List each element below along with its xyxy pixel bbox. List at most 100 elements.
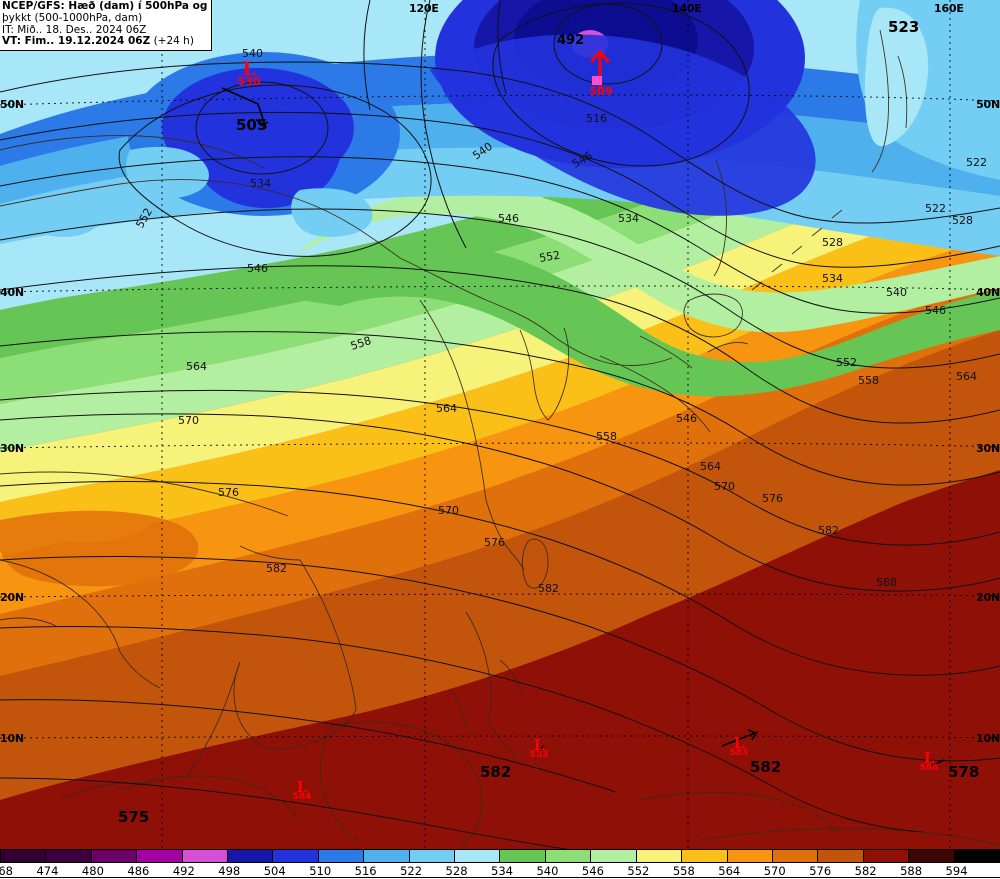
lat-label-30n-left: 30N (0, 442, 24, 455)
map-svg: 540 534 546 552 546 540 546 516 534 528 … (0, 0, 1000, 849)
colorbar-swatch-20 (909, 850, 955, 862)
fill-band-564 (0, 236, 1000, 614)
colorbar-tick-588: 588 (900, 864, 923, 878)
colorbar-swatch-14 (636, 850, 683, 862)
map-annotation-header: NCEP/GFS: Hæð (dam) í 500hPa og þykkt (5… (0, 0, 213, 52)
low-marker-kamchatka[interactable]: 509 (586, 86, 616, 97)
low-symbol: L (296, 778, 308, 796)
colorbar-tick-480: 480 (81, 864, 104, 878)
fill-patch-nw-2 (26, 194, 101, 237)
low-value: 509 (589, 85, 613, 98)
contour-label-564b: 564 (436, 402, 457, 415)
coastlines (0, 29, 1000, 847)
contour-label-582c: 582 (538, 582, 559, 595)
height-label-575: 575 (118, 808, 150, 826)
colorbar-tick-594: 594 (945, 864, 968, 878)
contour-label-558b: 558 (596, 430, 617, 443)
low-marker-philippines[interactable]: L 583 (528, 736, 550, 760)
lat-label-10n-left: 10N (0, 732, 24, 745)
colorbar-tick-504: 504 (263, 864, 286, 878)
colorbar-tick-540: 540 (536, 864, 559, 878)
colorbar-swatches[interactable] (0, 849, 1000, 863)
contour-label-546e: 546 (676, 412, 697, 425)
colorbar-tick-576: 576 (809, 864, 832, 878)
low-track-arrow-ph (535, 745, 545, 756)
contour-label-546d: 546 (925, 304, 946, 317)
lat-label-20n-right: 20N (976, 591, 1000, 604)
lon-label-160e: 160E (934, 2, 964, 15)
colorbar-tick-528: 528 (445, 864, 468, 878)
contour-label-516: 516 (586, 112, 607, 125)
colorbar-tick-552: 552 (627, 864, 650, 878)
low-marker-indochina[interactable]: L 584 (291, 778, 313, 802)
header-line-3: IT: Mið.. 18. Des.. 2024 06Z (2, 23, 147, 36)
lat-label-40n-left: 40N (0, 286, 24, 299)
fill-band-552 (0, 160, 1000, 502)
header-line-1: NCEP/GFS: Hæð (dam) í 500hPa og (2, 0, 208, 12)
colorbar-swatch-9 (409, 850, 456, 862)
colorbar-tick-570: 570 (763, 864, 786, 878)
low-marker-japan-sea[interactable]: L 530 (237, 60, 261, 88)
low-value: 530 (237, 75, 261, 88)
colorbar-swatch-19 (863, 850, 910, 862)
colorbar-swatch-5 (228, 850, 274, 862)
contour-label-564c: 564 (700, 460, 721, 473)
low-track-arrows (221, 87, 269, 129)
colorbar-tick-546: 546 (581, 864, 604, 878)
colorbar-tick-498: 498 (218, 864, 241, 878)
contour-label-528: 528 (822, 236, 843, 249)
contour-label-570c: 570 (438, 504, 459, 517)
contour-label-576a: 576 (218, 486, 239, 499)
contour-label-522b: 522 (966, 156, 987, 169)
contour-label-534b: 534 (618, 212, 639, 225)
contour-label-558a: 558 (349, 334, 373, 353)
lon-label-140e: 140E (672, 2, 702, 15)
colorbar-legend[interactable]: 468 474 480 486 492 498 504 510 516 522 528 534 540 5… (0, 849, 1000, 879)
fill-patch-ne-pale (864, 7, 929, 147)
colorbar-tick-582: 582 (854, 864, 877, 878)
map-canvas[interactable]: 540 534 546 552 546 540 546 516 534 528 … (0, 0, 1000, 849)
low-track-arrow-se (721, 729, 759, 747)
lat-label-30n-right: 30N (976, 442, 1000, 455)
low-value: 584 (292, 792, 312, 802)
colorbar-tick-516: 516 (354, 864, 377, 878)
colorbar-swatch-18 (818, 850, 864, 862)
height-label-492: 492 (557, 33, 585, 48)
low-kamchatka-symbol (589, 49, 611, 88)
colorbar-swatch-10 (455, 850, 501, 862)
contour-label-546b: 546 (498, 212, 519, 225)
colorbar-tick-486: 486 (127, 864, 150, 878)
fill-patch-orange-w (0, 510, 199, 587)
lat-label-10n-right: 10N (976, 732, 1000, 745)
low-marker-pacific-1[interactable]: L 583 (728, 736, 750, 758)
fill-band-570 (0, 280, 1000, 676)
header-line-2: þykkt (500-1000hPa, dam) (2, 11, 143, 24)
contour-label-534c: 534 (822, 272, 843, 285)
contour-label-570a: 570 (178, 414, 199, 427)
fill-patch-nw-1 (125, 146, 209, 199)
colorbar-tick-510: 510 (309, 864, 332, 878)
lon-label-120e: 120E (409, 2, 439, 15)
contour-label-564a: 564 (186, 360, 207, 373)
colorbar-ticklabels: 468 474 480 486 492 498 504 510 516 522 528 534 540 5… (0, 863, 1000, 879)
contour-label-552c: 552 (538, 249, 561, 265)
colorbar-swatch-16 (727, 850, 773, 862)
colorbar-tick-492: 492 (172, 864, 195, 878)
fill-band-582 (0, 470, 1000, 849)
low-symbol: L (533, 736, 545, 754)
colorbar-swatch-15 (682, 850, 728, 862)
contour-label-576b: 576 (484, 536, 505, 549)
contour-label-588: 588 (876, 576, 897, 589)
colorbar-swatch-21 (954, 850, 999, 862)
fill-green-tongue-pale (290, 187, 1000, 333)
colorbar-swatch-2 (91, 850, 138, 862)
low-value: 583 (529, 750, 549, 760)
height-label-578: 578 (948, 763, 980, 781)
contour-label-534a: 534 (250, 177, 271, 190)
colorbar-tick-564: 564 (718, 864, 741, 878)
low-value: 586 (919, 763, 939, 773)
contour-label-540: 540 (242, 47, 263, 60)
colorbar-swatch-12 (545, 850, 592, 862)
contour-label-540c: 540 (886, 286, 907, 299)
low-marker-pacific-2[interactable]: L 586 (918, 751, 940, 773)
